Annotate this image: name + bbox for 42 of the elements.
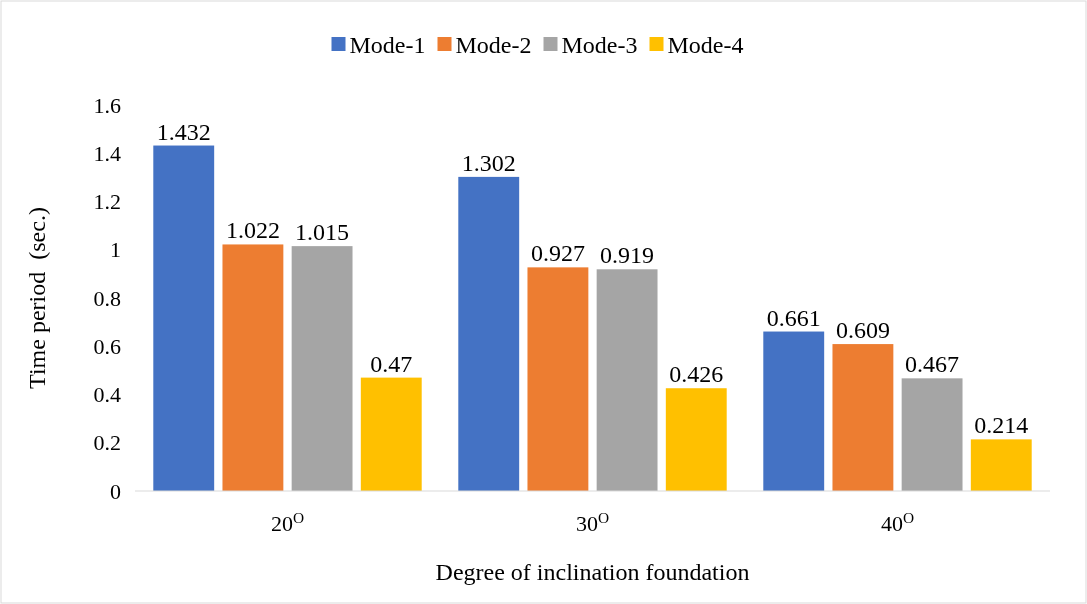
- legend-label: Mode-2: [455, 32, 532, 59]
- data-label: 1.302: [461, 149, 516, 176]
- data-label: 0.927: [530, 240, 585, 267]
- bar: [970, 439, 1032, 491]
- x-tick-label: 20$^{O}$: [270, 508, 305, 536]
- bar: [360, 377, 422, 491]
- y-tick-label: 0: [110, 478, 121, 504]
- bar: [153, 145, 215, 491]
- x-tick-label: 30$^{O}$: [575, 508, 610, 536]
- bar: [763, 331, 825, 491]
- legend-label: Mode-1: [349, 32, 426, 59]
- bar: [901, 378, 963, 491]
- bar: [596, 269, 658, 491]
- legend-label: Mode-3: [561, 32, 638, 59]
- data-label: 0.47: [370, 350, 413, 377]
- y-tick-label: 0.4: [93, 382, 121, 408]
- data-label: 0.214: [974, 412, 1029, 439]
- legend-label: Mode-4: [667, 32, 744, 59]
- data-label: 0.661: [766, 304, 821, 331]
- data-label: 1.022: [225, 217, 280, 244]
- bar: [832, 344, 894, 491]
- y-tick-label: 1.6: [93, 92, 121, 118]
- y-tick-label: 1: [110, 237, 121, 263]
- bar: [458, 176, 520, 491]
- y-axis-title: Time period (sec.): [24, 207, 50, 389]
- data-label: 0.919: [600, 242, 655, 269]
- data-label: 0.426: [669, 361, 724, 388]
- y-tick-label: 0.6: [93, 333, 121, 359]
- bar: [291, 246, 353, 491]
- bar: [222, 244, 284, 491]
- x-axis-title: Degree of inclination foundation: [435, 559, 750, 585]
- data-label: 1.432: [156, 118, 211, 145]
- x-tick-label: 40$^{O}$: [880, 508, 915, 536]
- y-tick-label: 0.2: [93, 430, 121, 456]
- data-label: 0.467: [905, 351, 960, 378]
- data-label: 1.015: [295, 219, 350, 246]
- y-tick-label: 1.2: [93, 189, 121, 215]
- data-label: 0.609: [835, 317, 890, 344]
- y-tick-label: 0.8: [93, 285, 121, 311]
- y-tick-label: 1.4: [93, 140, 121, 166]
- bar: [527, 267, 589, 491]
- bar: [665, 388, 727, 491]
